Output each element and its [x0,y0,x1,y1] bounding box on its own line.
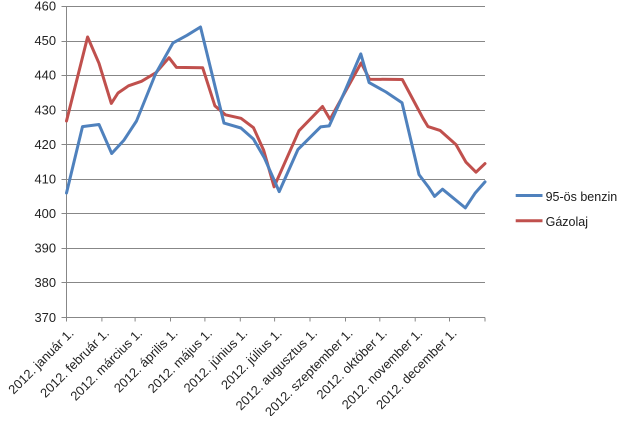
svg-text:440: 440 [34,68,56,83]
svg-text:400: 400 [34,206,56,221]
svg-text:450: 450 [34,33,56,48]
svg-text:95-ös benzin: 95-ös benzin [546,190,618,204]
svg-text:390: 390 [34,241,56,256]
svg-text:380: 380 [34,275,56,290]
svg-text:410: 410 [34,172,56,187]
svg-text:460: 460 [34,0,56,14]
svg-text:370: 370 [34,310,56,325]
svg-text:420: 420 [34,137,56,152]
svg-text:Gázolaj: Gázolaj [546,215,588,229]
svg-text:430: 430 [34,102,56,117]
